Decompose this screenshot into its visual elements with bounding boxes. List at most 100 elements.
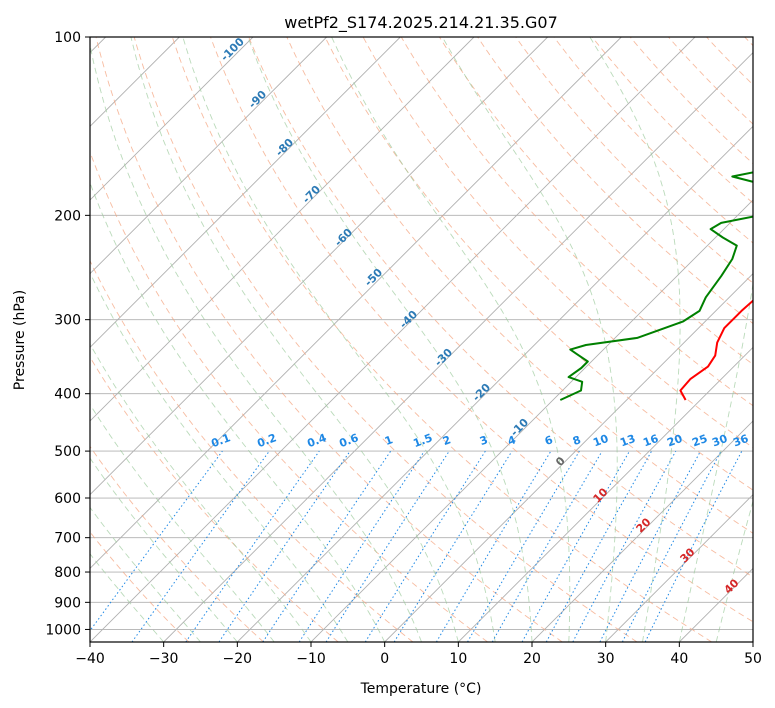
mixing-ratio-label: 36 (731, 432, 750, 450)
mixing-ratio-label: 10 (591, 432, 610, 450)
mixing-ratio-label: 3 (478, 433, 490, 448)
isotherm-line (90, 37, 548, 496)
moist-adiabat-line (182, 37, 496, 642)
mixing-ratio-line (185, 450, 320, 642)
dry-adiabat-line (95, 37, 563, 642)
mixing-ratio-line (364, 450, 486, 642)
mixing-ratio-line (218, 450, 351, 642)
dry-adiabat-label: -70 (300, 183, 323, 206)
isotherm-line (458, 346, 753, 642)
x-axis-label: Temperature (°C) (360, 681, 482, 697)
isoline-labels-layer: -100-90-80-70-60-50-40-30-20-100.1 0.2 0.4… (209, 35, 750, 597)
mixing-ratio-label: 30 (710, 432, 729, 450)
x-tick-label: −20 (223, 651, 253, 667)
y-tick-label: 1000 (45, 622, 81, 638)
isotherm-line (90, 37, 622, 569)
isotherm-line (384, 273, 753, 642)
dry-adiabat-line (362, 37, 753, 449)
y-tick-label: 900 (54, 595, 81, 611)
moist-adiabat-line (331, 37, 571, 642)
isotherm-line (90, 37, 254, 201)
y-tick-label: 100 (54, 30, 81, 46)
dry-adiabat-line (90, 259, 414, 642)
dry-adiabat-label: -50 (362, 266, 385, 289)
mixing-ratio-label: 0.1 (209, 431, 232, 450)
dry-adiabat-line (248, 37, 753, 578)
moist-adiabat-line (90, 553, 165, 642)
mixing-ratio-line (131, 450, 270, 642)
x-tick-label: 50 (744, 651, 762, 667)
mixing-ratio-label: 13 (618, 432, 637, 449)
dry-adiabat-line (90, 150, 488, 642)
mixing-ratio-label: 20 (665, 432, 684, 450)
moist-adiabat-line (90, 42, 422, 642)
dry-adiabat-line (591, 37, 753, 204)
moist-adiabat-line (130, 37, 459, 642)
mixing-ratio-line (393, 450, 513, 642)
isotherm-line (237, 125, 753, 642)
dry-adiabat-line (133, 37, 638, 642)
x-tick-label: −10 (296, 651, 326, 667)
dewpoint-profile-line (559, 171, 753, 401)
y-tick-label: 600 (54, 491, 81, 507)
mixing-ratio-label: 6 (543, 433, 555, 448)
mixing-ratio-label: 8 (571, 433, 583, 448)
profiles-layer (559, 171, 753, 401)
x-tick-label: −40 (75, 651, 105, 667)
moist-adiabat-line (90, 343, 312, 642)
mixing-ratio-label: 25 (690, 432, 709, 449)
moist-adiabat-line (441, 37, 618, 642)
dry-adiabat-label: -20 (470, 381, 493, 404)
moist-adiabat-line (90, 506, 201, 642)
mixing-ratio-label: 16 (641, 432, 660, 450)
x-tick-label: 0 (380, 651, 389, 667)
y-tick-label: 400 (54, 387, 81, 403)
dry-adiabat-line (553, 37, 753, 244)
isotherm-line (531, 420, 753, 642)
x-tick-label: 30 (597, 651, 615, 667)
moist-adiabat-label: 40 (722, 576, 742, 596)
moist-adiabat-line (90, 457, 238, 642)
mixing-ratio-label: 2 (441, 433, 453, 448)
dry-adiabat-label: -100 (218, 35, 247, 64)
mixing-ratio-line (467, 450, 580, 642)
plot-frame (89, 36, 754, 643)
moist-adiabat-line (589, 37, 681, 642)
mixing-ratio-label: 0.6 (337, 431, 360, 450)
dry-adiabat-line (324, 37, 753, 491)
isotherm-line (90, 37, 401, 348)
mixing-ratio-line (572, 450, 677, 642)
x-tick-label: −30 (149, 651, 179, 667)
x-tick-label: 40 (670, 651, 688, 667)
dry-adiabat-label: -40 (397, 308, 420, 331)
mixing-ratio-line (545, 450, 653, 642)
moist-adiabat-label: 30 (678, 545, 698, 565)
dry-adiabat-line (90, 531, 190, 642)
dry-adiabat-line (477, 37, 753, 325)
mixing-ratio-label: 0.4 (305, 431, 328, 450)
dry-adiabat-line (90, 445, 264, 642)
axis-ticks-layer: −40 −30 −20 −10 0 10 20 30 40 5010020030040050060… (45, 30, 762, 667)
dry-adiabat-label: -60 (332, 226, 355, 249)
mixing-ratio-line (325, 450, 450, 642)
y-tick-label: 200 (54, 208, 81, 224)
dry-adiabat-label: -90 (246, 88, 269, 111)
isotherm-line (90, 37, 475, 422)
dry-adiabat-line (171, 37, 712, 642)
mixing-ratio-line (599, 450, 701, 642)
dry-adiabat-label: -80 (273, 136, 296, 159)
mixing-ratio-label: 1 (383, 433, 395, 448)
mixing-ratio-line (90, 450, 223, 632)
isotherm-line (310, 199, 753, 642)
dry-adiabat-line (400, 37, 753, 407)
moist-adiabat-line (90, 181, 386, 642)
moist-adiabat-label: 10 (591, 485, 611, 505)
isotherm-line (163, 52, 753, 642)
temperature-profile-line (679, 299, 753, 401)
mixing-ratio-line (298, 450, 425, 642)
dry-adiabat-line (706, 37, 753, 86)
moist-adiabat-line (90, 403, 275, 642)
mixing-ratio-line (521, 450, 630, 642)
y-tick-label: 700 (54, 531, 81, 547)
